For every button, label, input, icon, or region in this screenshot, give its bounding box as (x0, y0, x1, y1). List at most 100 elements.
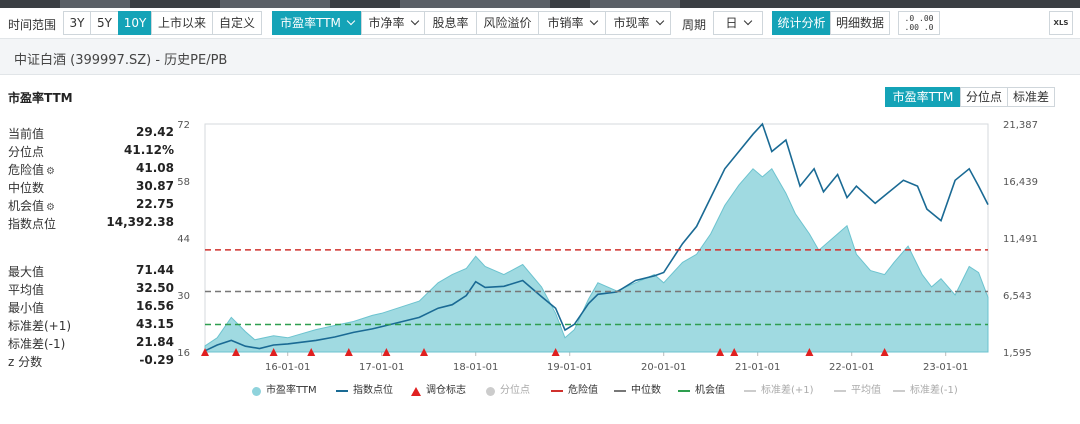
stat-label: 分位点 (8, 145, 45, 159)
x-tick-label: 21-01-01 (735, 362, 780, 373)
stat-label: 平均值 (8, 283, 45, 297)
rebalance-marker (805, 348, 814, 356)
line-legend-marker (336, 390, 348, 392)
legend-label: 调仓标志 (426, 385, 466, 396)
decimal-places-icon[interactable]: .0 .00.00 .0 (898, 11, 940, 35)
dash-legend-marker (614, 390, 626, 392)
y-left-tick-label: 30 (177, 291, 190, 302)
stat-min: 最小值 16.56 (8, 299, 174, 317)
legend-label: 标准差(-1) (910, 385, 958, 396)
title-bar: 中证白酒 (399997.SZ) - 历史PE/PB (0, 38, 1080, 75)
y-left-tick-label: 58 (177, 177, 190, 188)
legend-label: 市盈率TTM (266, 385, 317, 396)
range-5y-button[interactable]: 5Y (90, 11, 119, 35)
legend-label: 分位点 (500, 385, 530, 396)
metric-title: 市盈率TTM (8, 91, 73, 105)
tab-std-dev[interactable]: 标准差 (1007, 87, 1055, 107)
y-left-tick-label: 72 (177, 120, 190, 131)
legend-item[interactable]: 分位点 (486, 384, 530, 400)
y-right-tick-label: 6,543 (1003, 291, 1032, 302)
x-tick-label: 18-01-01 (453, 362, 498, 373)
settings-icon[interactable]: ⚙ (46, 202, 55, 213)
stat-opportunity: 机会值 ⚙ 22.75 (8, 197, 174, 215)
metric-ps-dropdown[interactable]: 市销率 (538, 11, 606, 35)
settings-icon[interactable]: ⚙ (46, 166, 55, 177)
stat-value: 43.15 (136, 317, 174, 331)
dot-muted-legend-marker (486, 386, 495, 396)
legend-item[interactable]: 中位数 (614, 384, 661, 400)
stat-value: 16.56 (136, 299, 174, 313)
range-since-listing-button[interactable]: 上市以来 (151, 11, 213, 35)
window-tab[interactable] (60, 0, 130, 8)
legend-item[interactable]: 平均值 (834, 384, 881, 400)
stat-label: 标准差(-1) (8, 337, 66, 351)
window-tab[interactable] (400, 0, 550, 8)
metric-pb-dropdown[interactable]: 市净率 (361, 11, 425, 35)
dash-muted-legend-marker (834, 390, 846, 392)
stat-value: -0.29 (139, 353, 174, 367)
range-label: 时间范围 (8, 18, 57, 32)
stat-label: 中位数 (8, 181, 45, 195)
rebalance-marker (232, 348, 241, 356)
window-tab[interactable] (590, 0, 680, 8)
stat-std-plus: 标准差(+1) 43.15 (8, 317, 174, 335)
metric-risk-premium-button[interactable]: 风险溢价 (476, 11, 539, 35)
top-window-strip (0, 0, 1080, 8)
dash-legend-marker (678, 390, 690, 392)
legend-label: 平均值 (851, 385, 881, 396)
period-select[interactable]: 日 (713, 11, 763, 35)
stat-label-text: 机会值 (8, 199, 45, 213)
x-tick-label: 22-01-01 (829, 362, 874, 373)
index-level-line (204, 122, 989, 352)
stat-median: 中位数 30.87 (8, 179, 174, 197)
legend-label: 机会值 (695, 385, 725, 396)
stat-label: z 分数 (8, 355, 43, 369)
range-custom-button[interactable]: 自定义 (212, 11, 262, 35)
x-tick-label: 23-01-01 (923, 362, 968, 373)
x-tick-label: 17-01-01 (359, 362, 404, 373)
period-label: 周期 (682, 18, 707, 32)
legend-item[interactable]: 标准差(-1) (893, 384, 958, 400)
period-value: 日 (725, 16, 738, 30)
legend-item[interactable]: 标准差(+1) (744, 384, 814, 400)
dash-muted-legend-marker (893, 390, 905, 392)
y-left-tick-label: 16 (177, 348, 190, 359)
legend-item[interactable]: 调仓标志 (411, 384, 466, 400)
legend-item[interactable]: 指数点位 (336, 384, 393, 400)
stat-label: 危险值 ⚙ (8, 161, 55, 178)
metric-pe-ttm-dropdown[interactable]: 市盈率TTM (272, 11, 362, 35)
stat-index-level: 指数点位 14,392.38 (8, 215, 174, 233)
stat-percentile: 分位点 41.12% (8, 143, 174, 161)
rebalance-marker (307, 348, 316, 356)
detail-data-button[interactable]: 明细数据 (830, 11, 890, 35)
window-tab[interactable] (220, 0, 330, 8)
x-tick-label: 16-01-01 (265, 362, 310, 373)
legend-label: 标准差(+1) (761, 385, 814, 396)
metric-ps-label: 市销率 (547, 16, 584, 30)
stat-label: 最大值 (8, 265, 45, 279)
metric-dividend-button[interactable]: 股息率 (424, 11, 477, 35)
stat-value: 30.87 (136, 179, 174, 193)
y-right-tick-label: 1,595 (1003, 348, 1032, 359)
legend-item[interactable]: 市盈率TTM (252, 384, 317, 400)
stat-current: 当前值 29.42 (8, 125, 174, 143)
rebalance-marker (420, 348, 429, 356)
x-tick-label: 19-01-01 (547, 362, 592, 373)
stat-label: 机会值 ⚙ (8, 197, 55, 214)
stat-label: 当前值 (8, 127, 45, 141)
dash-legend-marker (551, 390, 563, 392)
excel-export-icon[interactable]: XLS (1049, 11, 1073, 35)
tab-pe-ttm[interactable]: 市盈率TTM (885, 87, 961, 107)
legend-item[interactable]: 危险值 (551, 384, 598, 400)
metric-pcf-dropdown[interactable]: 市现率 (605, 11, 671, 35)
stat-zscore: z 分数 -0.29 (8, 353, 174, 371)
stat-value: 41.12% (124, 143, 174, 157)
rebalance-marker (382, 348, 391, 356)
legend-item[interactable]: 机会值 (678, 384, 725, 400)
tab-percentile[interactable]: 分位点 (960, 87, 1008, 107)
stat-value: 21.84 (136, 335, 174, 349)
stat-max: 最大值 71.44 (8, 263, 174, 281)
triangle-legend-marker (411, 386, 421, 396)
stat-value: 41.08 (136, 161, 174, 175)
